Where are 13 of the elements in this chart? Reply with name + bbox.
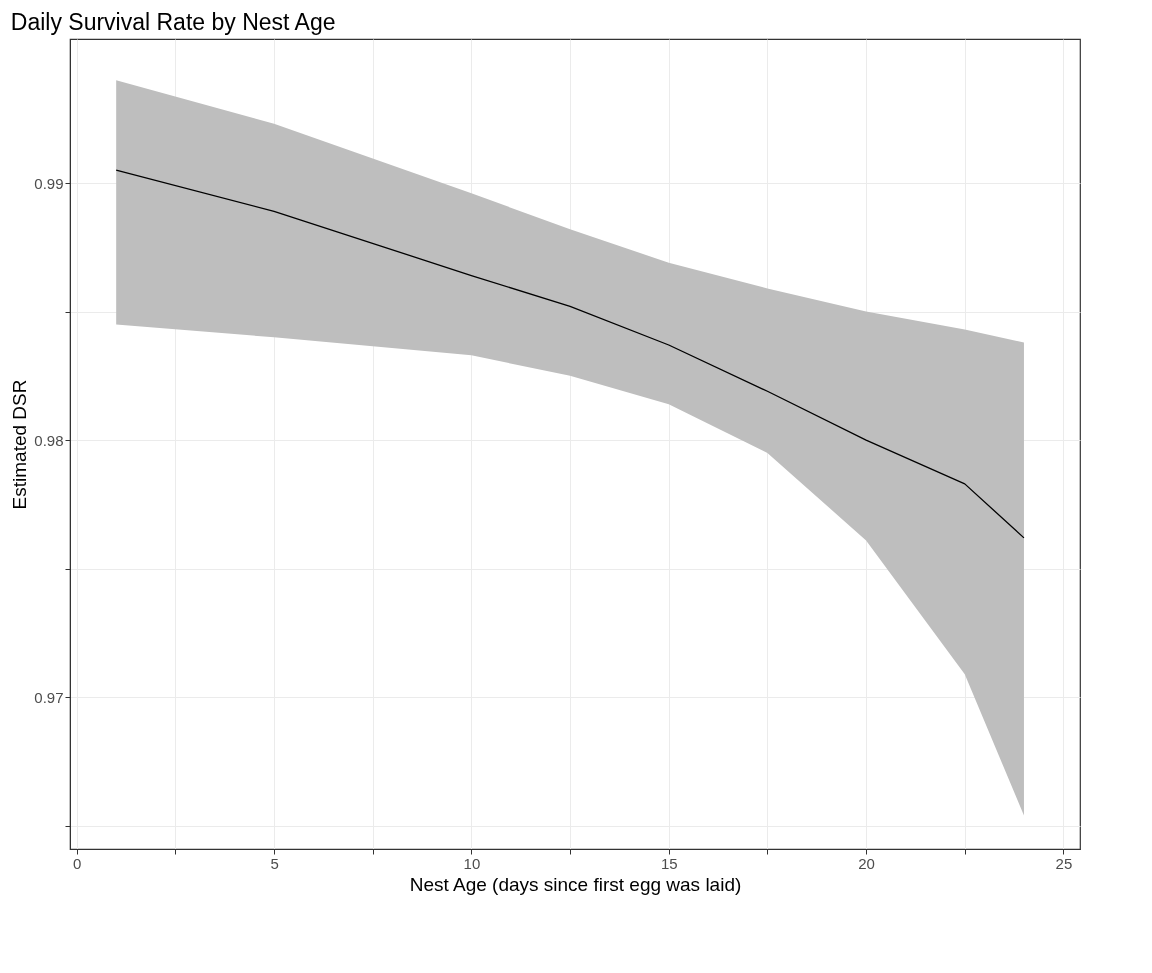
x-axis-title: Nest Age (days since first egg was laid) — [409, 873, 742, 895]
y-tick-label: 0.97 — [34, 688, 64, 706]
y-tick-label: 0.98 — [34, 431, 64, 449]
x-tick-label: 25 — [1055, 854, 1073, 872]
x-tick-label: 20 — [858, 854, 875, 872]
x-tick-label: 5 — [270, 854, 279, 872]
x-tick-label: 0 — [73, 854, 82, 872]
y-axis-title: Estimated DSR — [9, 379, 31, 510]
x-tick-label: 10 — [463, 854, 481, 872]
chart-title: Daily Survival Rate by Nest Age — [10, 9, 336, 35]
y-tick-label: 0.99 — [34, 174, 64, 192]
x-tick-label: 15 — [660, 854, 678, 872]
line-series — [115, 169, 1025, 539]
